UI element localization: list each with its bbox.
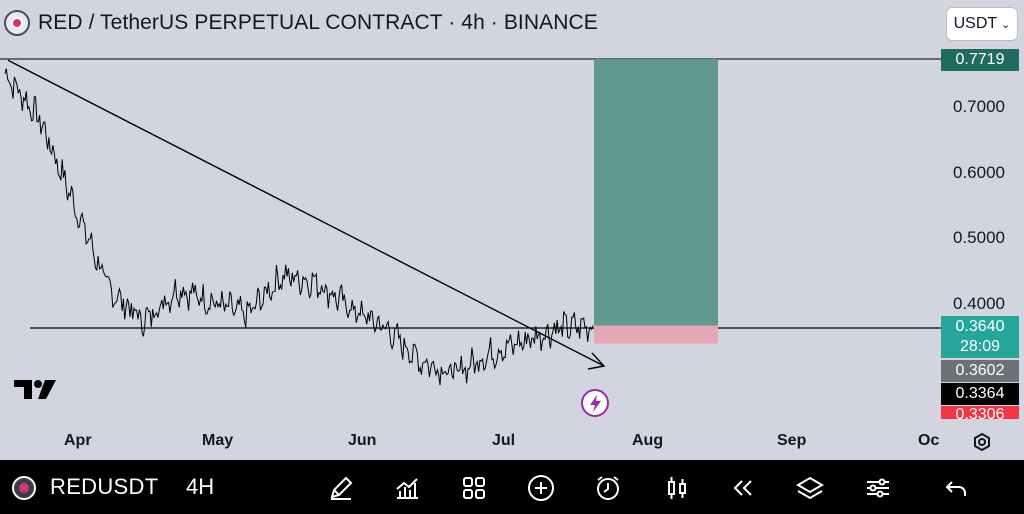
- stop-price-tag: 0.3364: [941, 383, 1019, 405]
- lightning-bolt-icon: [590, 395, 601, 412]
- bottom-toolbar: REDUSDT 4H: [0, 460, 1024, 514]
- symbol-logo-icon[interactable]: [12, 476, 36, 500]
- chart-settings-icon[interactable]: [970, 430, 994, 454]
- undo-icon[interactable]: [941, 473, 971, 503]
- time-axis-label: Apr: [64, 432, 92, 449]
- layers-icon[interactable]: [795, 473, 825, 503]
- indicators-icon[interactable]: [392, 473, 422, 503]
- bar-countdown-tag: 28:09: [941, 336, 1019, 358]
- price-axis-tick: 0.5000: [953, 228, 1005, 247]
- profit-zone: [594, 59, 718, 326]
- price-series-line: [4, 68, 594, 386]
- time-axis-label: Aug: [632, 432, 664, 449]
- price-axis-tick: 0.6000: [953, 163, 1005, 182]
- time-axis-label: Jul: [492, 432, 516, 449]
- price-axis-tick: 0.4000: [953, 294, 1005, 313]
- trendline-arrowhead-icon: [587, 352, 606, 370]
- replay-icon[interactable]: [728, 473, 758, 503]
- settings-sliders-icon[interactable]: [863, 473, 893, 503]
- price-chart[interactable]: [0, 0, 1024, 460]
- chart-title: RED / TetherUS PERPETUAL CONTRACT · 4h ·…: [38, 11, 598, 34]
- chevron-down-icon: ⌄: [1001, 18, 1011, 31]
- chart-title-bar: RED / TetherUS PERPETUAL CONTRACT · 4h ·…: [4, 8, 598, 38]
- time-axis-label: Oc: [918, 432, 940, 449]
- lightning-event-icon[interactable]: [581, 389, 609, 417]
- time-axis-label: Sep: [777, 432, 807, 449]
- price-axis-tick: 0.7000: [953, 97, 1005, 116]
- interval-button[interactable]: 4H: [186, 474, 215, 499]
- chart-pane[interactable]: [0, 0, 1024, 460]
- last-price-tag: 0.3640: [941, 316, 1019, 338]
- loss-zone: [594, 325, 718, 344]
- pencil-icon[interactable]: [326, 473, 356, 503]
- currency-select-button[interactable]: USDT ⌄: [946, 7, 1018, 41]
- add-icon[interactable]: [526, 473, 556, 503]
- currency-select-label: USDT: [953, 15, 998, 32]
- support-price-tag: 0.3602: [941, 360, 1019, 382]
- red-coin-logo-icon: [4, 10, 30, 36]
- low-price-tag: 0.3306: [941, 406, 1019, 419]
- target-price-tag: 0.7719: [941, 49, 1019, 71]
- trendline: [7, 59, 605, 367]
- tradingview-logo-icon: [12, 378, 58, 402]
- alert-clock-icon[interactable]: [593, 473, 623, 503]
- time-axis-label: May: [202, 432, 234, 449]
- layout-grid-icon[interactable]: [459, 473, 489, 503]
- time-axis-label: Jun: [348, 432, 377, 449]
- candles-icon[interactable]: [662, 473, 692, 503]
- symbol-button[interactable]: REDUSDT: [50, 474, 159, 499]
